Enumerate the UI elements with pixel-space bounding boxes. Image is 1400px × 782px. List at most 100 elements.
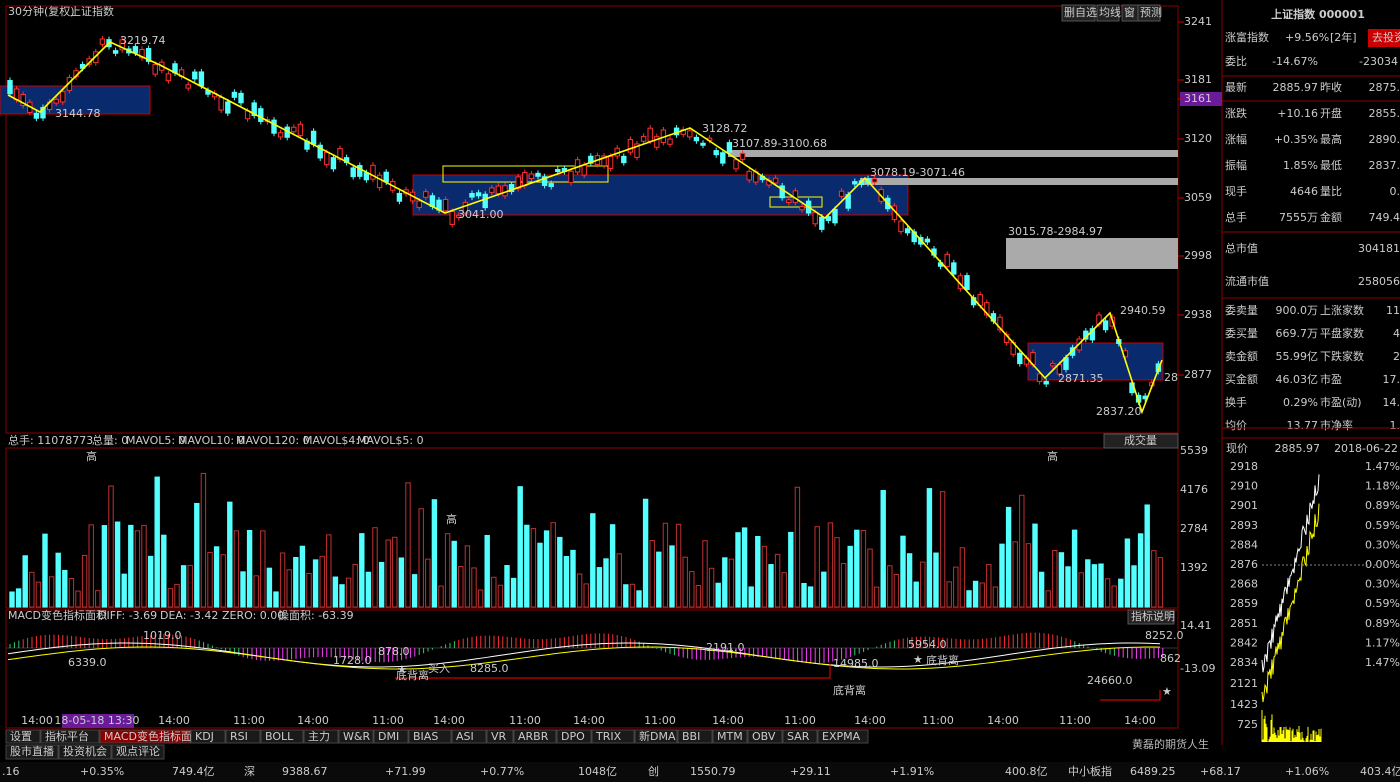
tab-bg[interactable] bbox=[408, 729, 452, 744]
volume-bar bbox=[253, 575, 259, 608]
volume-bar bbox=[715, 582, 721, 608]
tab-bg[interactable] bbox=[373, 729, 409, 744]
volume-bar bbox=[392, 536, 398, 608]
button-bg[interactable] bbox=[1061, 4, 1096, 22]
candle bbox=[376, 174, 383, 189]
indicator-tab[interactable]: ARBR bbox=[518, 730, 549, 743]
indicator-tab[interactable]: TRIX bbox=[595, 730, 622, 743]
indicator-tab[interactable]: 新DMA bbox=[639, 729, 676, 743]
volume-bar bbox=[227, 501, 233, 608]
indicator-tab[interactable]: RSI bbox=[230, 730, 248, 743]
candle bbox=[832, 208, 838, 224]
tab-bg[interactable] bbox=[782, 729, 818, 744]
tab-bg[interactable] bbox=[58, 744, 112, 760]
quote-label: 下跌家数 bbox=[1320, 349, 1364, 363]
tab-bg[interactable] bbox=[817, 729, 869, 744]
tab-bg[interactable] bbox=[40, 729, 100, 744]
price-annotation: 28 bbox=[1164, 371, 1178, 384]
tab-bg[interactable] bbox=[338, 729, 374, 744]
indicator-tab[interactable]: KDJ bbox=[195, 730, 214, 743]
volume-bar bbox=[1144, 504, 1150, 608]
tab-bg[interactable] bbox=[111, 744, 165, 760]
indicator-tab[interactable]: DMI bbox=[378, 730, 399, 743]
volume-bar bbox=[1157, 557, 1164, 608]
indicator-tab[interactable]: VR bbox=[491, 730, 507, 743]
tab-bg[interactable] bbox=[747, 729, 783, 744]
tab-bg[interactable] bbox=[451, 729, 487, 744]
info-tab[interactable]: 观点评论 bbox=[116, 744, 160, 758]
indicator-tab[interactable]: W&R bbox=[343, 730, 370, 743]
indicator-tab[interactable]: MACD变色指标面积 bbox=[104, 729, 203, 743]
tab-bg[interactable] bbox=[303, 729, 339, 744]
tab-bg[interactable] bbox=[712, 729, 748, 744]
candle bbox=[647, 127, 653, 142]
tab-bg[interactable] bbox=[591, 729, 635, 744]
intraday-price-line bbox=[1261, 474, 1320, 673]
candle bbox=[786, 199, 792, 203]
promo-btn-bg[interactable] bbox=[1368, 29, 1400, 47]
indicator-tab[interactable]: SAR bbox=[787, 730, 810, 743]
info-tab[interactable]: 投资机会 bbox=[63, 744, 107, 758]
price-annotation: 2940.59 bbox=[1120, 304, 1166, 317]
candle bbox=[528, 173, 535, 179]
toolbar-button[interactable]: 删自选 bbox=[1064, 6, 1097, 19]
tab-bg[interactable] bbox=[634, 729, 678, 744]
promo-button[interactable]: 去投资 bbox=[1372, 30, 1400, 44]
candle bbox=[871, 178, 878, 183]
tab-bg[interactable] bbox=[677, 729, 713, 744]
indicator-tab[interactable]: EXPMA bbox=[822, 730, 861, 743]
tab-bg[interactable] bbox=[5, 729, 41, 744]
info-tab[interactable]: 股市直播 bbox=[10, 744, 54, 758]
candle bbox=[33, 112, 40, 119]
help-bg[interactable] bbox=[1127, 609, 1175, 625]
tab-bg[interactable] bbox=[556, 729, 592, 744]
date-highlight bbox=[62, 714, 134, 728]
ticker-bg bbox=[0, 762, 1400, 782]
indicator-tab[interactable]: BOLL bbox=[265, 730, 294, 743]
macd-header: ZERO: 0.00 bbox=[222, 609, 284, 622]
volume-bar bbox=[847, 545, 853, 608]
tab-bg[interactable] bbox=[190, 729, 226, 744]
indicator-tab[interactable]: BBI bbox=[682, 730, 700, 743]
tab-bg[interactable] bbox=[99, 729, 191, 744]
volume-bar bbox=[180, 565, 187, 608]
indicator-tab[interactable]: OBV bbox=[752, 730, 776, 743]
toolbar-button[interactable]: 预测 bbox=[1140, 6, 1162, 19]
y-tick-label: 3241 bbox=[1184, 15, 1212, 28]
candle bbox=[687, 130, 693, 138]
button-bg[interactable] bbox=[1137, 4, 1161, 22]
toolbar-button[interactable]: 窗 bbox=[1124, 5, 1135, 19]
x-tick-label: 14:00 bbox=[712, 714, 744, 727]
volume-bar bbox=[570, 549, 576, 608]
tab-bg[interactable] bbox=[225, 729, 261, 744]
quote-value: 7555万 bbox=[1279, 211, 1318, 224]
indicator-tab[interactable]: 指标平台 bbox=[45, 729, 89, 743]
volume-bar bbox=[827, 522, 834, 608]
macd-annotation: 1019.0 bbox=[143, 629, 182, 642]
indicator-tab[interactable]: 主力 bbox=[308, 730, 330, 743]
tab-bg[interactable] bbox=[260, 729, 304, 744]
volume-bar bbox=[887, 565, 893, 608]
volume-bar bbox=[9, 591, 15, 608]
selector-bg[interactable] bbox=[1103, 433, 1179, 449]
tab-bg[interactable] bbox=[5, 744, 59, 760]
price-highlight bbox=[1180, 92, 1222, 106]
indicator-tab[interactable]: DPO bbox=[561, 730, 585, 743]
volume-bar bbox=[213, 546, 220, 608]
indicator-tab[interactable]: 设置 bbox=[10, 730, 32, 743]
candle bbox=[1036, 373, 1043, 382]
indicator-help[interactable]: 指标说明 bbox=[1131, 609, 1175, 623]
trend-line bbox=[7, 41, 1163, 415]
volume-bar bbox=[101, 525, 108, 608]
indicator-tab[interactable]: MTM bbox=[717, 730, 743, 743]
x-tick-label: 18-05-18 13:30 bbox=[54, 714, 139, 727]
toolbar-button[interactable]: 均线 bbox=[1099, 5, 1121, 19]
indicator-tab[interactable]: BIAS bbox=[413, 730, 438, 743]
tab-bg[interactable] bbox=[486, 729, 514, 744]
diff-line bbox=[7, 642, 1161, 668]
volume-bar bbox=[814, 526, 820, 608]
indicator-tab[interactable]: ASI bbox=[456, 730, 474, 743]
indicator-selector[interactable]: 成交量 bbox=[1124, 433, 1157, 447]
tab-bg[interactable] bbox=[513, 729, 557, 744]
button-bg[interactable] bbox=[1096, 4, 1120, 22]
